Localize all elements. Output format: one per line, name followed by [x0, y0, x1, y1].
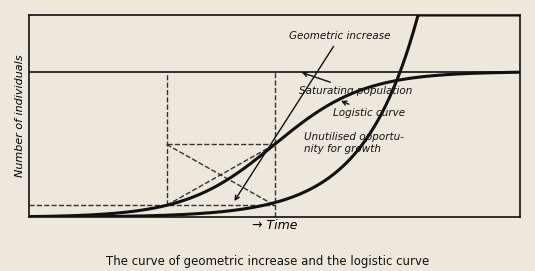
Text: The curve of geometric increase and the logistic curve: The curve of geometric increase and the …: [106, 255, 429, 268]
Text: Geometric increase: Geometric increase: [235, 31, 391, 200]
Y-axis label: Number of individuals: Number of individuals: [15, 55, 25, 177]
Text: Logistic curve: Logistic curve: [333, 101, 406, 118]
Text: Unutilised opportu-
nity for growth: Unutilised opportu- nity for growth: [304, 132, 404, 154]
Text: Saturating population: Saturating population: [299, 72, 412, 96]
X-axis label: → Time: → Time: [252, 219, 297, 232]
